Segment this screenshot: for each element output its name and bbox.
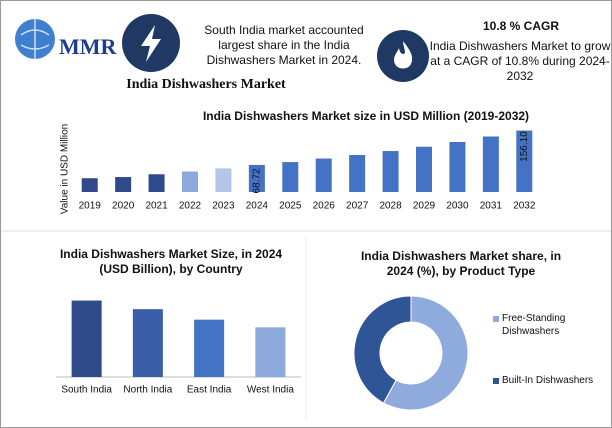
x-tick-label: 2026 bbox=[313, 201, 336, 212]
bar bbox=[248, 164, 265, 192]
x-tick-label: North India bbox=[123, 385, 172, 396]
x-tick-label: 2025 bbox=[279, 201, 302, 212]
stat-title: 10.8 % CAGR bbox=[482, 19, 560, 33]
value-label: 156.10 bbox=[519, 131, 530, 162]
x-tick-label: 2019 bbox=[79, 201, 102, 212]
bar bbox=[516, 130, 533, 192]
x-tick-label: South India bbox=[61, 385, 112, 396]
main-title: India Dishwashers Market bbox=[126, 77, 286, 92]
bar bbox=[315, 158, 332, 192]
donut-slice bbox=[353, 295, 412, 404]
x-tick-label: 2021 bbox=[145, 201, 168, 212]
x-tick-label: 2020 bbox=[112, 201, 135, 212]
bar bbox=[416, 146, 432, 192]
bar bbox=[115, 177, 132, 192]
x-tick-label: 2029 bbox=[413, 201, 436, 212]
x-tick-label: 2028 bbox=[379, 201, 402, 212]
bar bbox=[182, 171, 198, 192]
x-tick-label: 2023 bbox=[212, 201, 235, 212]
bar bbox=[148, 174, 165, 192]
chart-title: India Dishwashers Market size in USD Mil… bbox=[202, 109, 530, 123]
x-tick-label: 2022 bbox=[179, 201, 202, 212]
legend-label: Built-In Dishwashers bbox=[502, 375, 594, 386]
x-tick-label: West India bbox=[247, 385, 294, 396]
donut-slice bbox=[382, 295, 469, 411]
legend-swatch bbox=[493, 316, 499, 322]
bar bbox=[81, 178, 98, 192]
stat-text: South India market accounted largest sha… bbox=[204, 23, 364, 67]
bolt bbox=[141, 25, 161, 62]
legend-swatch bbox=[493, 378, 499, 384]
logo-globe-lines bbox=[20, 19, 50, 59]
bar bbox=[71, 300, 102, 377]
bar bbox=[382, 151, 399, 192]
value-label: 68.72 bbox=[251, 168, 262, 193]
flame bbox=[394, 41, 413, 69]
x-tick-label: 2032 bbox=[513, 201, 536, 212]
bar bbox=[282, 162, 299, 192]
stat-text: India Dishwashers Market to grow at a CA… bbox=[429, 39, 611, 83]
bar bbox=[349, 154, 366, 192]
x-tick-label: 2031 bbox=[480, 201, 503, 212]
chart-title: India Dishwashers Market share, in 2024 … bbox=[360, 249, 562, 278]
bar bbox=[215, 168, 232, 192]
legend-label: Free-Standing Dishwashers bbox=[502, 313, 566, 337]
bar bbox=[449, 141, 466, 192]
logo-text: MMR bbox=[59, 34, 118, 59]
bar bbox=[194, 319, 225, 377]
y-axis-label: Value in USD Million bbox=[60, 124, 71, 214]
x-tick-label: 2024 bbox=[246, 201, 269, 212]
bar bbox=[132, 309, 163, 377]
chart-title: India Dishwashers Market Size, in 2024 (… bbox=[59, 247, 283, 276]
bar bbox=[482, 136, 499, 192]
bar bbox=[255, 327, 286, 377]
x-tick-label: East India bbox=[187, 385, 232, 396]
x-tick-label: 2027 bbox=[346, 201, 369, 212]
x-tick-label: 2030 bbox=[446, 201, 469, 212]
